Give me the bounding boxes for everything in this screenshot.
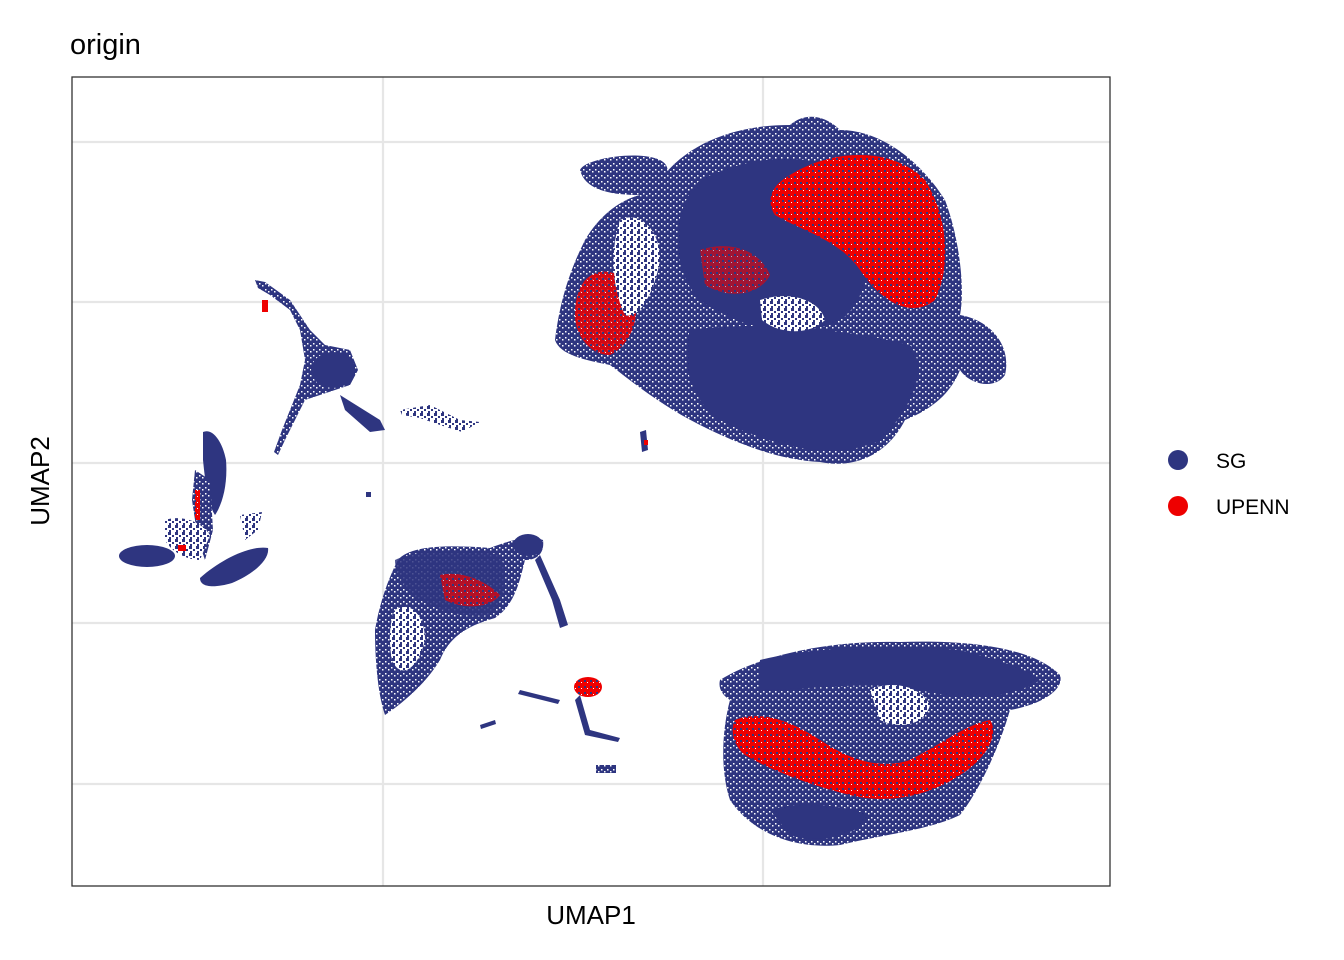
legend-key-sg: [1168, 450, 1188, 470]
cluster-middle: [375, 534, 620, 773]
chart-title: origin: [70, 29, 141, 61]
x-axis-label: UMAP1: [546, 900, 636, 930]
legend-label-upenn: UPENN: [1216, 496, 1290, 519]
legend-key-upenn: [1168, 496, 1188, 516]
panel-border: [71, 76, 1111, 887]
cluster-bottom-right: [719, 641, 1061, 846]
legend: SG UPENN: [1168, 450, 1290, 519]
legend-label-sg: SG: [1216, 450, 1246, 473]
cluster-far-left: [119, 431, 269, 587]
y-axis-label: UMAP2: [25, 436, 55, 526]
cluster-upper-left: [255, 280, 480, 497]
cluster-top-right: [555, 116, 1007, 464]
point-clouds: [119, 116, 1061, 846]
